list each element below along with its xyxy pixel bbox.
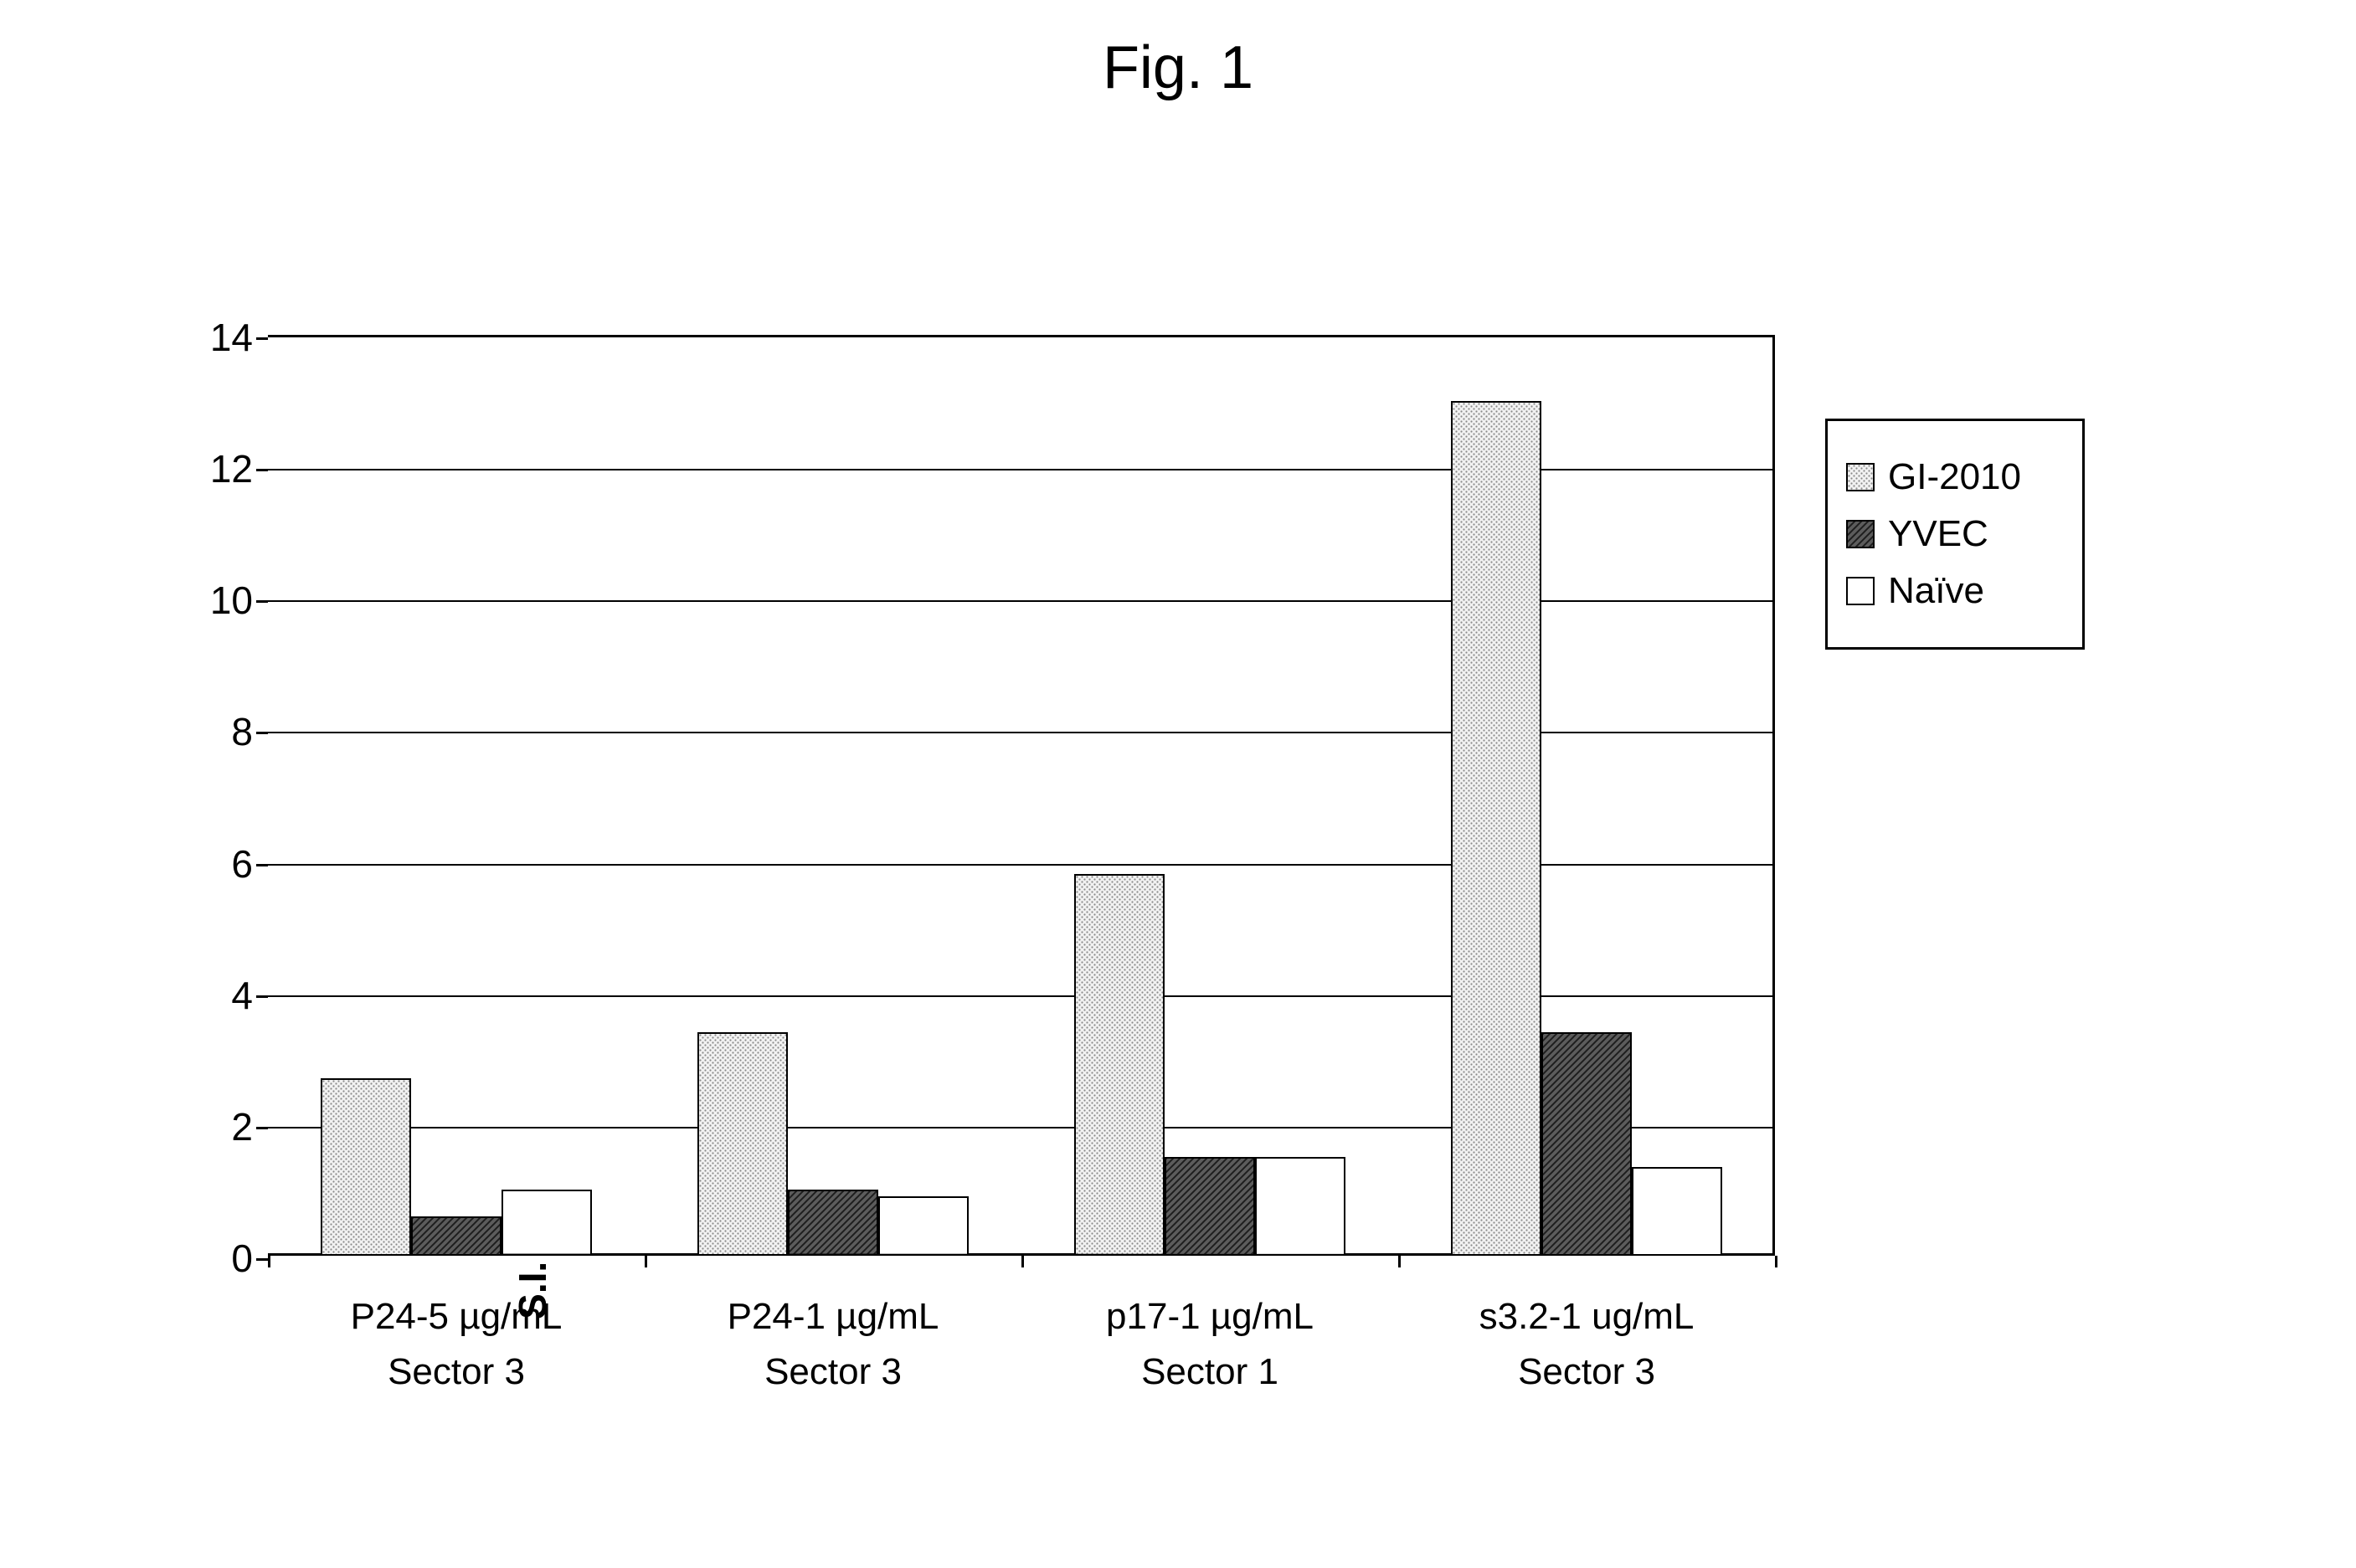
- x-category-line2: Sector 3: [268, 1344, 645, 1400]
- bar: [411, 1216, 502, 1256]
- y-tick-mark: [256, 864, 268, 866]
- x-category-label: P24-5 µg/mLSector 3: [268, 1256, 645, 1400]
- y-tick-mark: [256, 732, 268, 734]
- legend-swatch: [1846, 577, 1875, 605]
- bar: [1074, 874, 1165, 1256]
- legend-item: YVEC: [1846, 513, 2064, 555]
- legend-swatch: [1846, 463, 1875, 491]
- bar: [697, 1032, 788, 1256]
- x-category-label: s3.2-1 ug/mLSector 3: [1398, 1256, 1775, 1400]
- x-category-line1: P24-1 µg/mL: [645, 1289, 1021, 1344]
- x-category-label: p17-1 µg/mLSector 1: [1021, 1256, 1398, 1400]
- y-tick-mark: [256, 1258, 268, 1261]
- figure-title: Fig. 1: [0, 33, 2356, 102]
- bar: [1541, 1032, 1632, 1256]
- x-category-label: P24-1 µg/mLSector 3: [645, 1256, 1021, 1400]
- bar: [321, 1078, 411, 1256]
- x-category-line2: Sector 3: [1398, 1344, 1775, 1400]
- y-tick-mark: [256, 600, 268, 603]
- x-category-line2: Sector 1: [1021, 1344, 1398, 1400]
- y-tick-mark: [256, 469, 268, 471]
- bar: [1255, 1157, 1345, 1256]
- grid-line: [268, 864, 1772, 866]
- bar: [502, 1190, 592, 1256]
- bar: [878, 1196, 969, 1256]
- plot-area: 02468101214P24-5 µg/mLSector 3P24-1 µg/m…: [268, 335, 1775, 1256]
- bar: [1165, 1157, 1255, 1256]
- legend-box: GI-2010 YVEC Naïve: [1825, 419, 2085, 650]
- page: Fig. 1 S.I. (treatment ELISpots/media we…: [0, 0, 2356, 1568]
- legend-label: Naïve: [1888, 570, 1984, 612]
- grid-line: [268, 600, 1772, 602]
- legend-item: Naïve: [1846, 570, 2064, 612]
- bar: [788, 1190, 878, 1256]
- legend-swatch: [1846, 520, 1875, 548]
- y-tick-mark: [256, 1127, 268, 1129]
- grid-line: [268, 732, 1772, 733]
- x-category-line1: p17-1 µg/mL: [1021, 1289, 1398, 1344]
- x-category-line1: s3.2-1 ug/mL: [1398, 1289, 1775, 1344]
- y-tick-mark: [256, 995, 268, 998]
- legend-item: GI-2010: [1846, 456, 2064, 498]
- bar: [1632, 1167, 1722, 1256]
- x-tick-mark: [1775, 1256, 1777, 1267]
- chart-container: S.I. (treatment ELISpots/media well ELIS…: [142, 318, 2235, 1490]
- legend-label: YVEC: [1888, 513, 1988, 555]
- x-category-line1: P24-5 µg/mL: [268, 1289, 645, 1344]
- grid-line: [268, 995, 1772, 997]
- y-tick-mark: [256, 337, 268, 340]
- x-category-line2: Sector 3: [645, 1344, 1021, 1400]
- grid-line: [268, 469, 1772, 470]
- bar: [1451, 401, 1541, 1256]
- legend-label: GI-2010: [1888, 456, 2021, 498]
